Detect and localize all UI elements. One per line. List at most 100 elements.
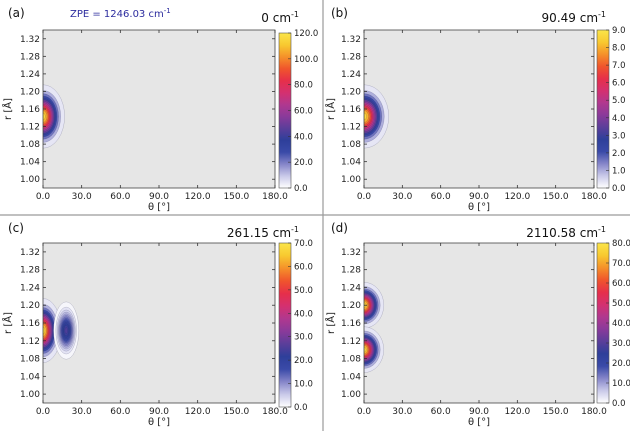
colorbar: 0.0 20.0 40.0 60.0 80.0 100.0 120.0 xyxy=(278,29,318,194)
x-axis-label: θ [°] xyxy=(148,417,170,428)
panel-d: 0.0 30.0 60.0 90.0 120.0 150.0 180.0 1.00 1.04 1.… xyxy=(324,221,630,428)
colorbar-tick-label: 0.0 xyxy=(294,184,308,194)
panel-label: (d) xyxy=(331,221,348,235)
x-tick-label: 30.0 xyxy=(392,192,412,202)
colorbar-tick-label: 20.0 xyxy=(612,359,630,369)
y-axis-label: r [Å] xyxy=(1,312,14,334)
y-tick-label: 1.12 xyxy=(20,123,40,133)
y-tick-label: 1.20 xyxy=(20,301,40,311)
energy-label: 0 cm-1 xyxy=(261,10,299,25)
colorbar-tick-label: 40.0 xyxy=(294,309,313,319)
x-tick-label: 120.0 xyxy=(504,192,530,202)
colorbar-tick-label: 10.0 xyxy=(294,380,313,390)
y-tick-label: 1.32 xyxy=(341,35,361,45)
colorbar-tick-label: 5.0 xyxy=(612,96,626,106)
y-tick-label: 1.04 xyxy=(341,158,361,168)
x-tick-label: 0.0 xyxy=(357,407,372,417)
y-tick-label: 1.20 xyxy=(341,87,361,97)
y-tick-label: 1.32 xyxy=(341,248,361,258)
density-lobe xyxy=(364,84,389,149)
y-tick-label: 1.08 xyxy=(341,355,361,365)
energy-label: 2110.58 cm-1 xyxy=(526,225,606,240)
density-lobes xyxy=(43,84,65,149)
colorbar-tick-label: 4.0 xyxy=(612,114,626,124)
density-lobe xyxy=(364,326,384,373)
y-tick-label: 1.32 xyxy=(20,35,40,45)
y-tick-label: 1.32 xyxy=(20,248,40,258)
panel-label: (a) xyxy=(8,6,25,20)
x-tick-label: 180.0 xyxy=(581,192,607,202)
y-tick-label: 1.12 xyxy=(341,337,361,347)
colorbar-tick-label: 70.0 xyxy=(294,239,313,249)
x-tick-label: 60.0 xyxy=(110,192,130,202)
x-tick-label: 60.0 xyxy=(431,407,451,417)
x-tick-label: 30.0 xyxy=(392,407,412,417)
y-tick-label: 1.08 xyxy=(20,140,40,150)
colorbar-tick-label: 70.0 xyxy=(612,259,630,269)
x-tick-label: 30.0 xyxy=(72,407,92,417)
y-tick-label: 1.08 xyxy=(341,140,361,150)
x-tick-label: 0.0 xyxy=(36,192,51,202)
energy-label: 90.49 cm-1 xyxy=(542,10,606,25)
colorbar: 0.0 10.0 20.0 30.0 40.0 50.0 60.0 70.0 80.0 xyxy=(596,239,630,409)
panel-b: 0.0 30.0 60.0 90.0 120.0 150.0 180.0 1.00 1.04 1.… xyxy=(324,6,626,213)
y-axis-label: r [Å] xyxy=(324,312,337,334)
x-tick-label: 90.0 xyxy=(469,192,489,202)
y-tick-label: 1.28 xyxy=(341,52,361,62)
colorbar: 0.0 1.0 2.0 3.0 4.0 5.0 6.0 7.0 8.0 9.0 xyxy=(596,26,626,194)
y-tick-label: 1.00 xyxy=(341,175,361,185)
colorbar-tick-label: 120.0 xyxy=(294,29,318,39)
y-tick-label: 1.04 xyxy=(341,372,361,382)
y-tick-label: 1.00 xyxy=(20,175,40,185)
x-tick-label: 90.0 xyxy=(149,407,169,417)
density-contour xyxy=(64,327,68,334)
y-tick-label: 1.24 xyxy=(20,283,40,293)
x-tick-label: 60.0 xyxy=(431,192,451,202)
colorbar-tick-label: 0.0 xyxy=(612,399,626,409)
y-axis-label: r [Å] xyxy=(1,98,14,120)
plot-area xyxy=(364,243,594,403)
y-tick-label: 1.16 xyxy=(341,105,361,115)
colorbar-tick-label: 3.0 xyxy=(612,131,626,141)
x-tick-label: 180.0 xyxy=(581,407,607,417)
y-tick-label: 1.24 xyxy=(341,70,361,80)
x-axis-label: θ [°] xyxy=(468,417,490,428)
x-tick-label: 120.0 xyxy=(185,407,211,417)
colorbar-tick-label: 60.0 xyxy=(612,279,630,289)
colorbar-tick-label: 1.0 xyxy=(612,166,626,176)
colorbar-tick-label: 6.0 xyxy=(612,79,626,89)
panel-label: (b) xyxy=(331,6,348,20)
colorbar-tick-label: 60.0 xyxy=(294,107,313,117)
density-lobes xyxy=(364,84,389,149)
colorbar-tick-label: 40.0 xyxy=(612,319,630,329)
x-tick-label: 150.0 xyxy=(543,407,569,417)
x-tick-label: 120.0 xyxy=(185,192,211,202)
colorbar: 0.0 10.0 20.0 30.0 40.0 50.0 60.0 70.0 xyxy=(278,239,313,413)
colorbar-tick-label: 2.0 xyxy=(612,149,626,159)
y-tick-label: 1.28 xyxy=(341,266,361,276)
y-tick-label: 1.16 xyxy=(20,319,40,329)
energy-label: 261.15 cm-1 xyxy=(227,225,299,240)
panel-c: 0.0 30.0 60.0 90.0 120.0 150.0 180.0 1.00 1.04 1.… xyxy=(1,221,313,428)
colorbar-gradient xyxy=(278,242,292,408)
y-tick-label: 1.08 xyxy=(20,355,40,365)
density-lobe xyxy=(53,301,80,360)
panel-a: 0.0 30.0 60.0 90.0 120.0 150.0 180.0 1.00 1.04 1.… xyxy=(1,6,318,213)
y-tick-label: 1.24 xyxy=(20,70,40,80)
x-tick-label: 150.0 xyxy=(543,192,569,202)
x-tick-label: 150.0 xyxy=(223,407,249,417)
x-tick-label: 150.0 xyxy=(223,192,249,202)
y-tick-label: 1.00 xyxy=(341,390,361,400)
x-tick-label: 180.0 xyxy=(262,192,288,202)
x-axis-label: θ [°] xyxy=(468,202,490,213)
y-tick-label: 1.20 xyxy=(20,87,40,97)
y-tick-label: 1.00 xyxy=(20,390,40,400)
colorbar-gradient xyxy=(596,29,610,189)
colorbar-tick-label: 80.0 xyxy=(612,239,630,249)
density-lobe xyxy=(43,84,65,149)
x-tick-label: 60.0 xyxy=(110,407,130,417)
colorbar-tick-label: 0.0 xyxy=(612,184,626,194)
colorbar-tick-label: 20.0 xyxy=(294,356,313,366)
y-tick-label: 1.12 xyxy=(341,123,361,133)
